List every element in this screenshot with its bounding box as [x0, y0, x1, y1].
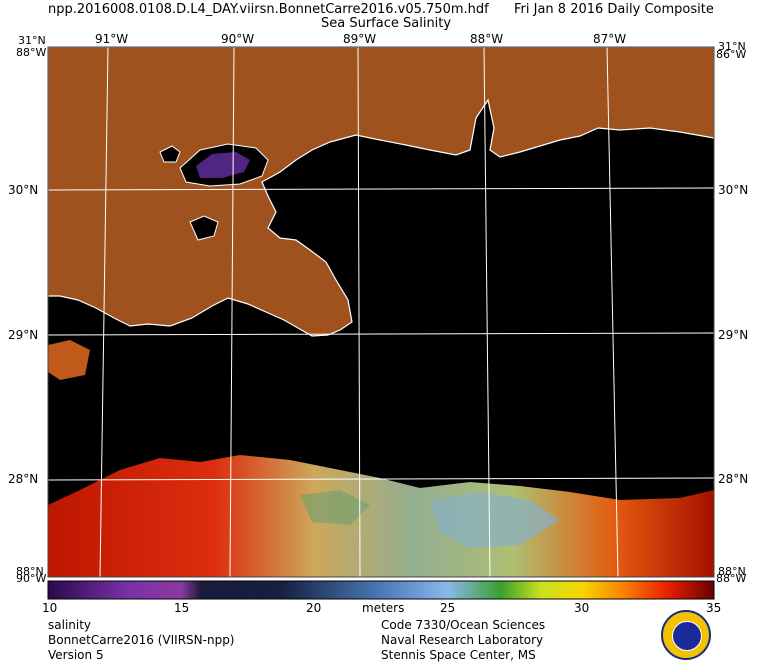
salinity-patch-mid: [300, 490, 370, 525]
lon-label-88w: 88°W: [470, 32, 504, 46]
lon-label-89w: 89°W: [343, 32, 377, 46]
footer-location: Stennis Space Center, MS: [381, 648, 536, 662]
salinity-patch-east: [430, 492, 560, 548]
land-area: [47, 46, 715, 337]
graticule: [47, 46, 715, 578]
lat-label-28n-right: 28°N: [718, 472, 749, 486]
footer-variable: salinity: [48, 618, 92, 632]
lon-label-90w: 90°W: [221, 32, 255, 46]
corner-bottom-left-lon: 90°W: [16, 572, 47, 585]
colorbar-tick-35: 35: [706, 601, 722, 615]
map-frame: [47, 46, 715, 578]
colorbar-unit: meters: [362, 601, 405, 615]
lat-label-29n-left: 29°N: [8, 328, 39, 342]
corner-bottom-right-lon: 88°W: [716, 572, 747, 585]
colorbar-tick-10: 10: [42, 601, 58, 615]
corner-top-right-lon: 86°W: [716, 48, 747, 61]
corner-top-right-lat: 31°N: [718, 40, 746, 53]
footer-lab: Naval Research Laboratory: [381, 633, 544, 647]
colorbar-tick-15: 15: [174, 601, 190, 615]
corner-bottom-right-lat: 88°N: [718, 565, 746, 578]
nrl-seal-icon: [661, 610, 711, 660]
footer-code: Code 7330/Ocean Sciences: [381, 618, 546, 632]
corner-top-left-lat: 31°N: [18, 34, 46, 47]
lake-salinity-patch: [196, 152, 250, 178]
salinity-patch-left: [48, 340, 90, 380]
colorbar-tick-30: 30: [574, 601, 590, 615]
lat-label-30n-left: 30°N: [8, 183, 39, 197]
lon-label-91w: 91°W: [95, 32, 129, 46]
colorbar: [47, 580, 715, 600]
filename-title: npp.2016008.0108.D.L4_DAY.viirsn.BonnetC…: [48, 2, 489, 17]
lake-maurepas: [159, 145, 181, 163]
date-title: Fri Jan 8 2016 Daily Composite: [514, 2, 714, 17]
corner-bottom-left-lat: 88°N: [16, 565, 44, 578]
lat-label-30n-right: 30°N: [718, 183, 749, 197]
product-title: Sea Surface Salinity: [321, 16, 452, 31]
colorbar-tick-20: 20: [306, 601, 322, 615]
colorbar-tick-25: 25: [440, 601, 456, 615]
corner-top-left-lon: 88°W: [16, 46, 47, 59]
footer-dataset: BonnetCarre2016 (VIIRSN-npp): [48, 633, 235, 647]
lon-label-87w: 87°W: [593, 32, 627, 46]
lat-label-28n-left: 28°N: [8, 472, 39, 486]
salinity-field: [48, 455, 714, 577]
lat-label-29n-right: 29°N: [718, 328, 749, 342]
lake-salvador: [189, 215, 219, 241]
footer-version: Version 5: [48, 648, 104, 662]
